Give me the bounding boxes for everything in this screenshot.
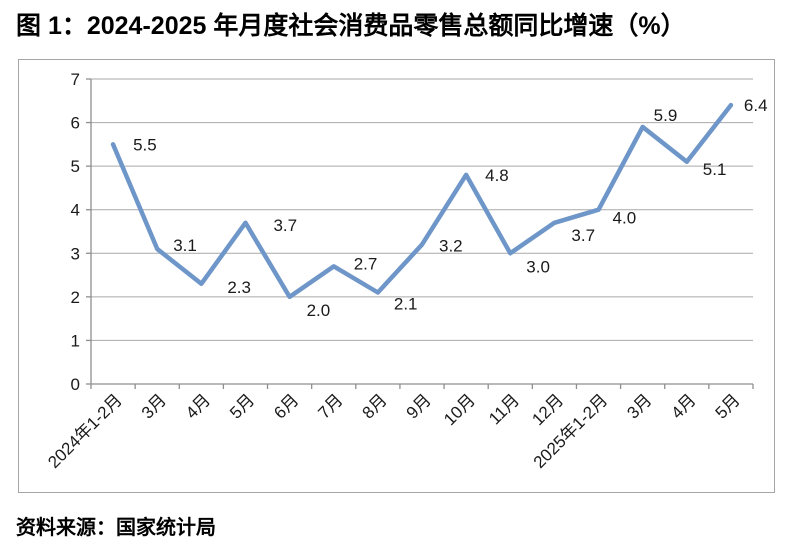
data-label: 4.0 (613, 209, 637, 228)
y-tick-label: 5 (71, 157, 80, 176)
x-tick-label: 4月 (667, 390, 699, 422)
data-label: 3.7 (273, 216, 297, 235)
data-label: 5.5 (133, 135, 157, 154)
y-tick-label: 7 (71, 70, 80, 89)
data-label: 3.7 (571, 226, 595, 245)
x-tick-label: 3月 (623, 390, 655, 422)
data-label: 2.3 (227, 278, 251, 297)
x-tick-label: 2024年1-2月 (44, 390, 126, 472)
data-label: 6.4 (744, 96, 768, 115)
x-tick-label: 5月 (226, 390, 258, 422)
x-tick-label: 7月 (314, 390, 346, 422)
x-tick-label: 9月 (403, 390, 435, 422)
data-label: 3.1 (173, 236, 197, 255)
chart-area: 0 1 2 3 4 5 6 7 2024年1-2月 3月 4月 5月 6月 7月 8月 9月 10月 11月 12月… (18, 59, 775, 493)
y-tick-label: 0 (71, 375, 80, 394)
series-line (110, 102, 734, 300)
x-tick-label: 12月 (528, 390, 567, 429)
y-tick-label: 6 (71, 114, 80, 133)
data-label: 4.8 (485, 166, 509, 185)
data-label: 3.0 (526, 257, 550, 276)
x-tick-label: 6月 (270, 390, 302, 422)
y-tick-label: 4 (71, 201, 80, 220)
x-tick-label: 10月 (440, 390, 479, 429)
y-tick-label: 3 (71, 244, 80, 263)
x-tick-label: 11月 (485, 390, 523, 428)
data-label: 2.7 (354, 254, 378, 273)
line-chart: 0 1 2 3 4 5 6 7 2024年1-2月 3月 4月 5月 6月 7月 8月 9月 10月 11月 12月… (44, 70, 768, 472)
x-tick-label: 4月 (182, 390, 214, 422)
data-label: 2.0 (307, 301, 331, 320)
data-label: 3.2 (439, 237, 463, 256)
x-tick-label: 3月 (138, 390, 170, 422)
x-tick-label: 5月 (712, 390, 744, 422)
data-label: 2.1 (394, 295, 418, 314)
data-label: 5.1 (703, 160, 727, 179)
source-note: 资料来源：国家统计局 (16, 517, 216, 539)
y-tick-label: 1 (71, 331, 80, 350)
x-tick-label: 8月 (359, 390, 391, 422)
data-label: 5.9 (654, 106, 678, 125)
y-tick-label: 2 (71, 288, 80, 307)
chart-title: 图 1：2024-2025 年月度社会消费品零售总额同比增速（%） (16, 12, 686, 40)
